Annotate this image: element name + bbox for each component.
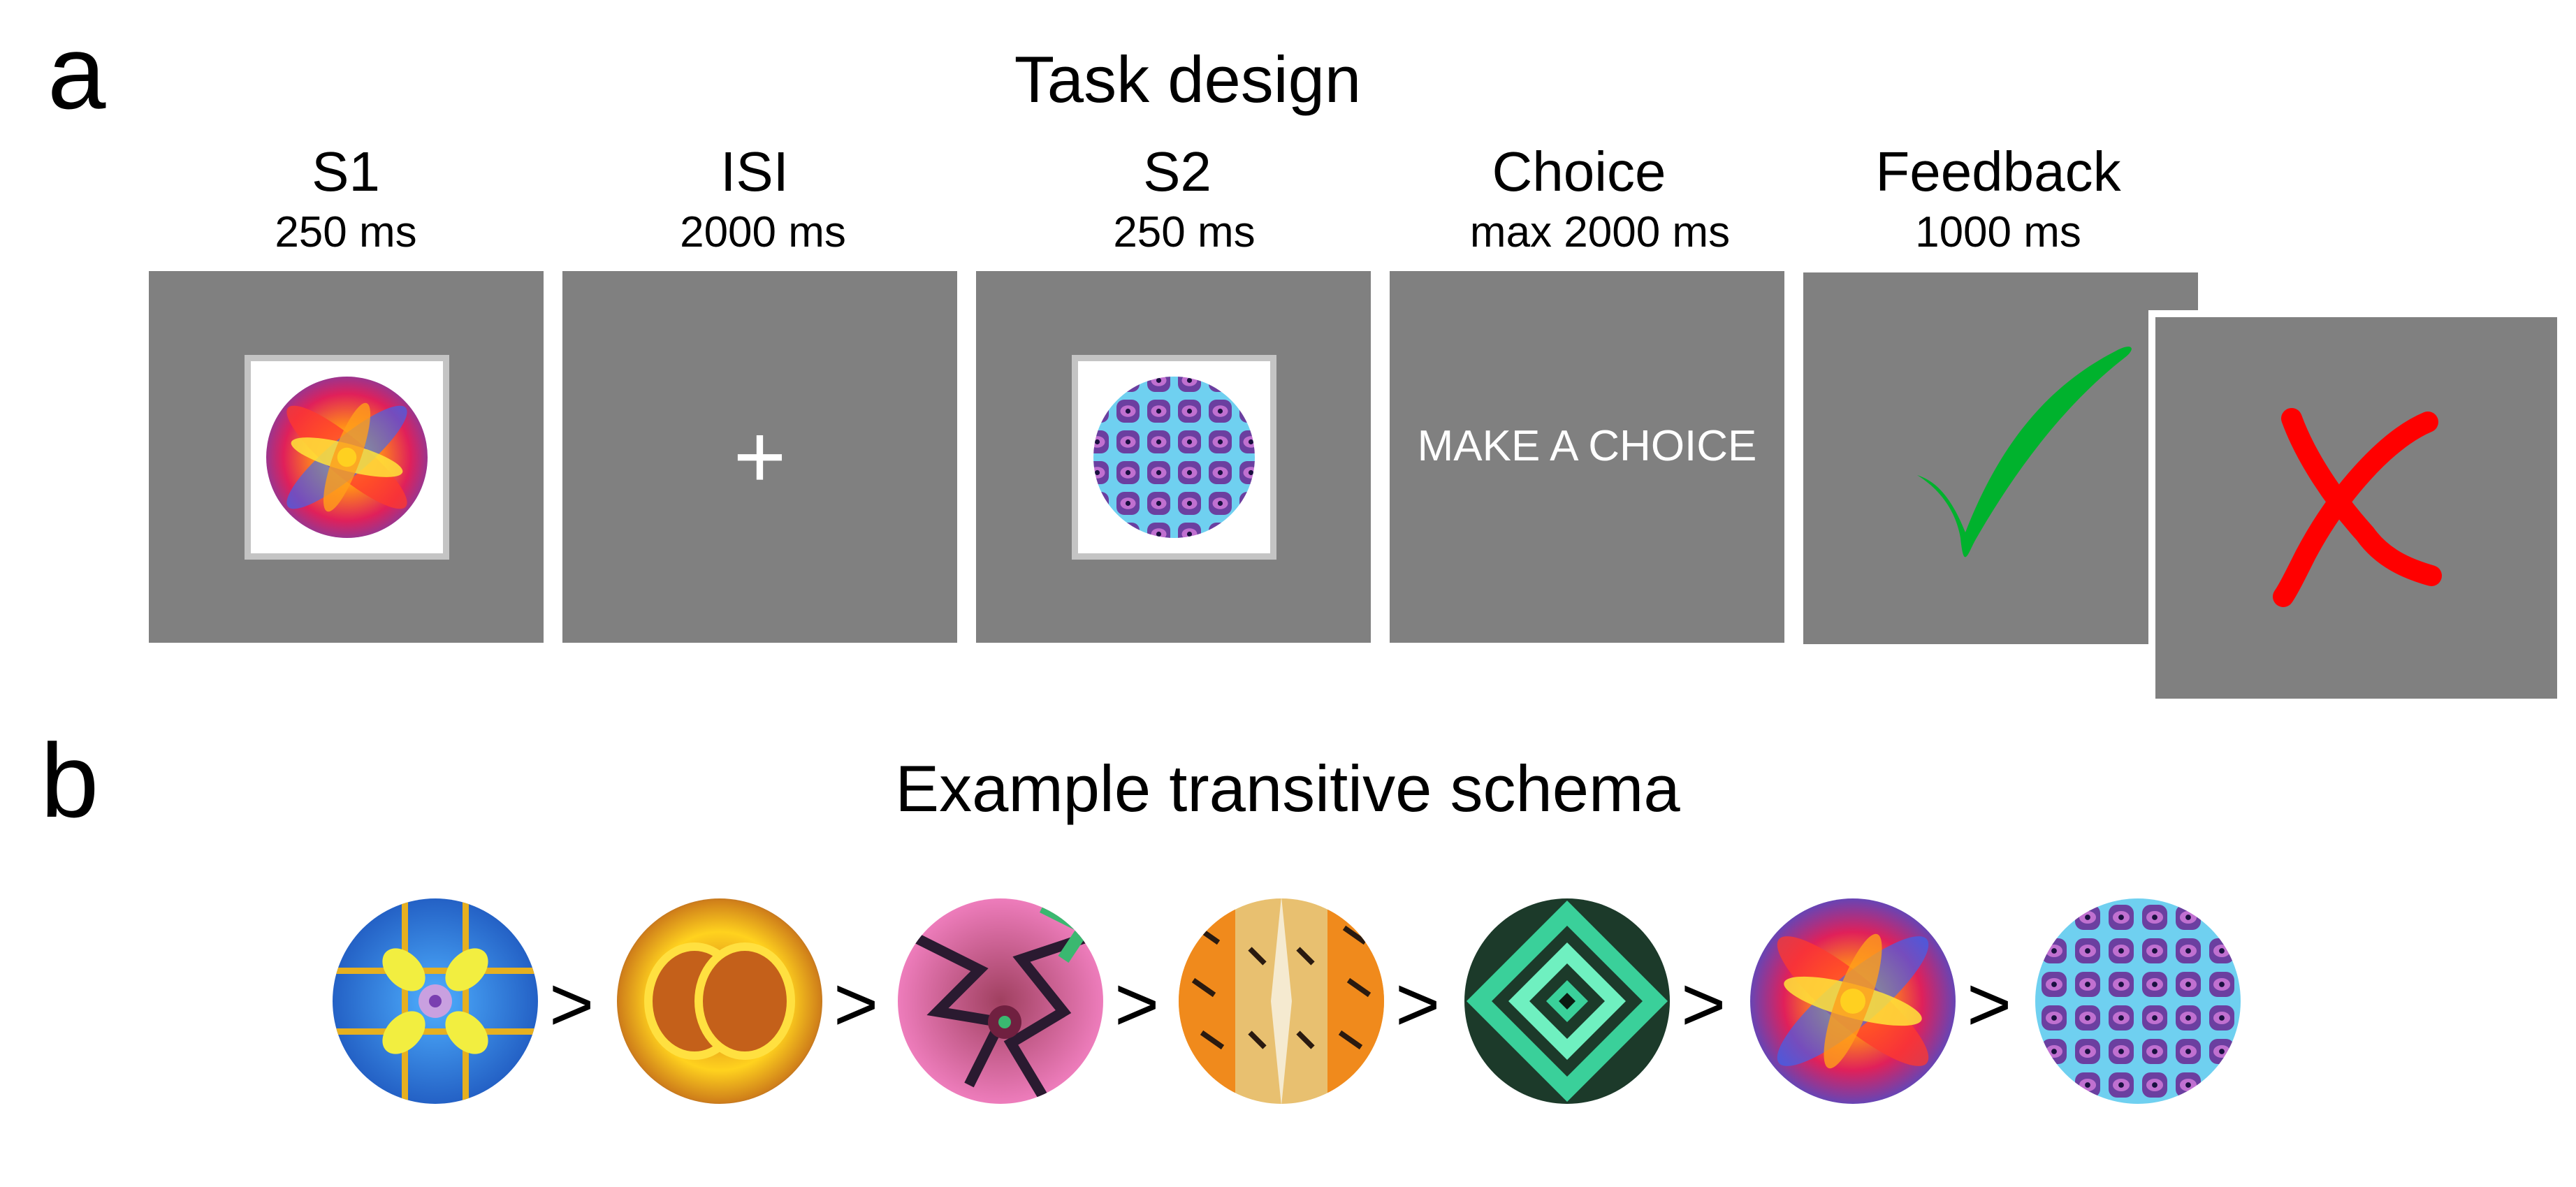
stage-label-s1: S1	[312, 140, 380, 203]
stimulus-7	[2035, 898, 2241, 1104]
stimulus-2	[617, 898, 822, 1104]
stage-label-s2: S2	[1143, 140, 1211, 203]
cross-mark-icon	[2273, 408, 2442, 607]
greater-than-symbol: >	[549, 961, 595, 1047]
choice-prompt: MAKE A CHOICE	[1417, 422, 1757, 470]
stage-duration-s1: 250 ms	[275, 208, 417, 256]
stage-label-isi: ISI	[720, 140, 789, 203]
stimulus-1	[333, 898, 538, 1104]
stimulus-s2-image	[1093, 377, 1255, 538]
screen-feedback-correct	[1803, 272, 2198, 644]
greater-than-symbol: >	[1114, 961, 1160, 1047]
stage-duration-feedback: 1000 ms	[1915, 208, 2081, 256]
panel-letter-a: a	[48, 13, 106, 131]
greater-than-symbol: >	[1681, 961, 1726, 1047]
stage-duration-isi: 2000 ms	[680, 208, 846, 256]
stimulus-s1-image	[266, 377, 428, 538]
screen-s1	[149, 271, 544, 643]
task-design-title: Task design	[1014, 43, 1362, 116]
stage-duration-s2: 250 ms	[1113, 208, 1256, 256]
greater-than-symbol: >	[834, 961, 879, 1047]
panel-letter-b: b	[41, 722, 99, 839]
fixation-cross: +	[733, 405, 787, 507]
checkmark-icon	[1917, 347, 2132, 558]
stage-label-choice: Choice	[1492, 140, 1666, 203]
stage-duration-choice: max 2000 ms	[1469, 208, 1731, 256]
stimulus-frame	[245, 355, 449, 560]
stimulus-5	[1464, 898, 1670, 1104]
screen-s2	[976, 271, 1371, 643]
stimulus-3	[898, 898, 1103, 1104]
stage-label-feedback: Feedback	[1875, 140, 2121, 203]
stimulus-frame	[1072, 355, 1276, 560]
stimulus-6	[1750, 898, 1956, 1104]
greater-than-symbol: >	[1967, 961, 2012, 1047]
screen-feedback-incorrect	[2148, 310, 2557, 699]
greater-than-symbol: >	[1395, 961, 1441, 1047]
screen-isi: +	[562, 271, 957, 643]
stimulus-4	[1179, 898, 1384, 1104]
screen-choice: MAKE A CHOICE	[1390, 271, 1784, 643]
transitive-schema-title: Example transitive schema	[895, 752, 1680, 825]
